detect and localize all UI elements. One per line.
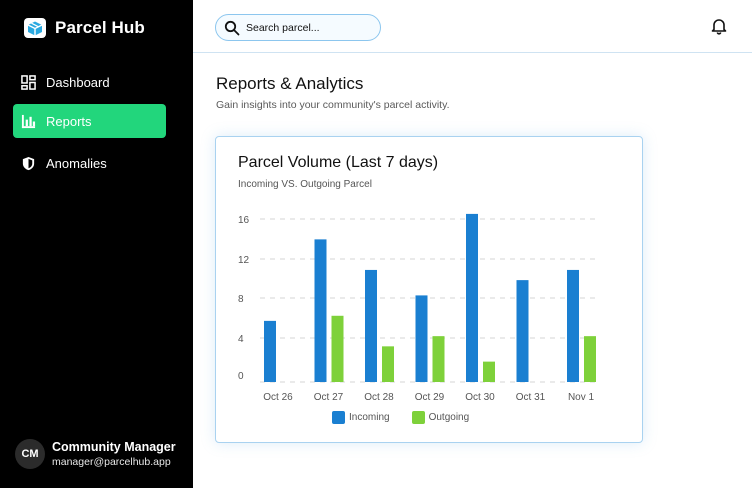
profile-email: manager@parcelhub.app [52,456,171,468]
sidebar: Parcel Hub Dashboard Reports [0,0,193,488]
profile-name: Community Manager [52,440,176,454]
y-tick-label: 8 [238,294,244,305]
search-icon [224,20,240,35]
bar-incoming [365,269,377,382]
legend-item-incoming[interactable]: Incoming [332,411,390,424]
search-input[interactable] [246,21,371,34]
avatar: CM [15,439,45,469]
parcel-volume-chart: 16 12 8 4 0 Oct 26 Oct 27 Oct 28 Oct 29 Oct 30 Oct… [238,213,600,403]
chart-legend: Incoming Outgoing [332,411,469,424]
bell-icon[interactable] [710,17,728,35]
legend-label: Incoming [349,412,390,423]
topbar [193,0,752,53]
x-tick-label: Oct 28 [364,392,394,403]
legend-item-outgoing[interactable]: Outgoing [411,411,470,424]
legend-swatch-outgoing [411,411,425,424]
sidebar-item-dashboard[interactable]: Dashboard [13,65,166,99]
x-tick-label: Oct 29 [415,392,445,403]
shield-icon [22,156,35,170]
profile-details: Community Manager manager@parcelhub.app [52,440,176,468]
sidebar-item-label: Reports [46,113,92,129]
y-tick-label: 12 [238,255,250,266]
bar-chart-icon [21,114,36,128]
sidebar-item-label: Dashboard [46,74,110,90]
bar-incoming [567,269,579,382]
bar-incoming [314,239,327,382]
page-title: Reports & Analytics [216,74,364,93]
bar-outgoing [483,361,495,382]
sidebar-item-reports[interactable]: Reports [13,104,166,138]
parcel-volume-card: Parcel Volume (Last 7 days) Incoming VS.… [215,136,643,443]
bar-incoming [264,320,276,382]
x-tick-label: Oct 26 [263,392,293,403]
bar-outgoing [584,336,596,382]
user-profile[interactable]: CM Community Manager manager@parcelhub.a… [15,439,176,469]
brand[interactable]: Parcel Hub [23,16,145,40]
bar-outgoing [382,346,394,382]
x-tick-label: Oct 31 [516,392,546,403]
sidebar-item-anomalies[interactable]: Anomalies [13,146,166,180]
brand-name: Parcel Hub [55,18,145,37]
x-tick-label: Oct 30 [465,392,495,403]
sidebar-item-label: Anomalies [46,155,107,171]
bar-incoming [516,280,529,382]
y-tick-label: 4 [238,334,244,345]
y-tick-label: 16 [238,215,250,226]
legend-label: Outgoing [428,412,470,423]
y-tick-label: 0 [238,371,244,382]
bar-incoming [415,295,428,382]
bar-outgoing [432,336,445,382]
bar-outgoing [331,315,344,382]
search-box[interactable] [215,14,381,41]
x-tick-label: Oct 27 [314,392,344,403]
legend-swatch-incoming [332,411,345,424]
x-tick-label: Nov 1 [568,392,595,403]
page-subtitle: Gain insights into your community's parc… [216,99,450,111]
dashboard-grid-icon [21,74,36,90]
bar-incoming [466,213,478,382]
card-title: Parcel Volume (Last 7 days) [238,154,439,171]
card-subtitle: Incoming VS. Outgoing Parcel [238,179,372,190]
parcel-logo-icon [24,18,46,38]
